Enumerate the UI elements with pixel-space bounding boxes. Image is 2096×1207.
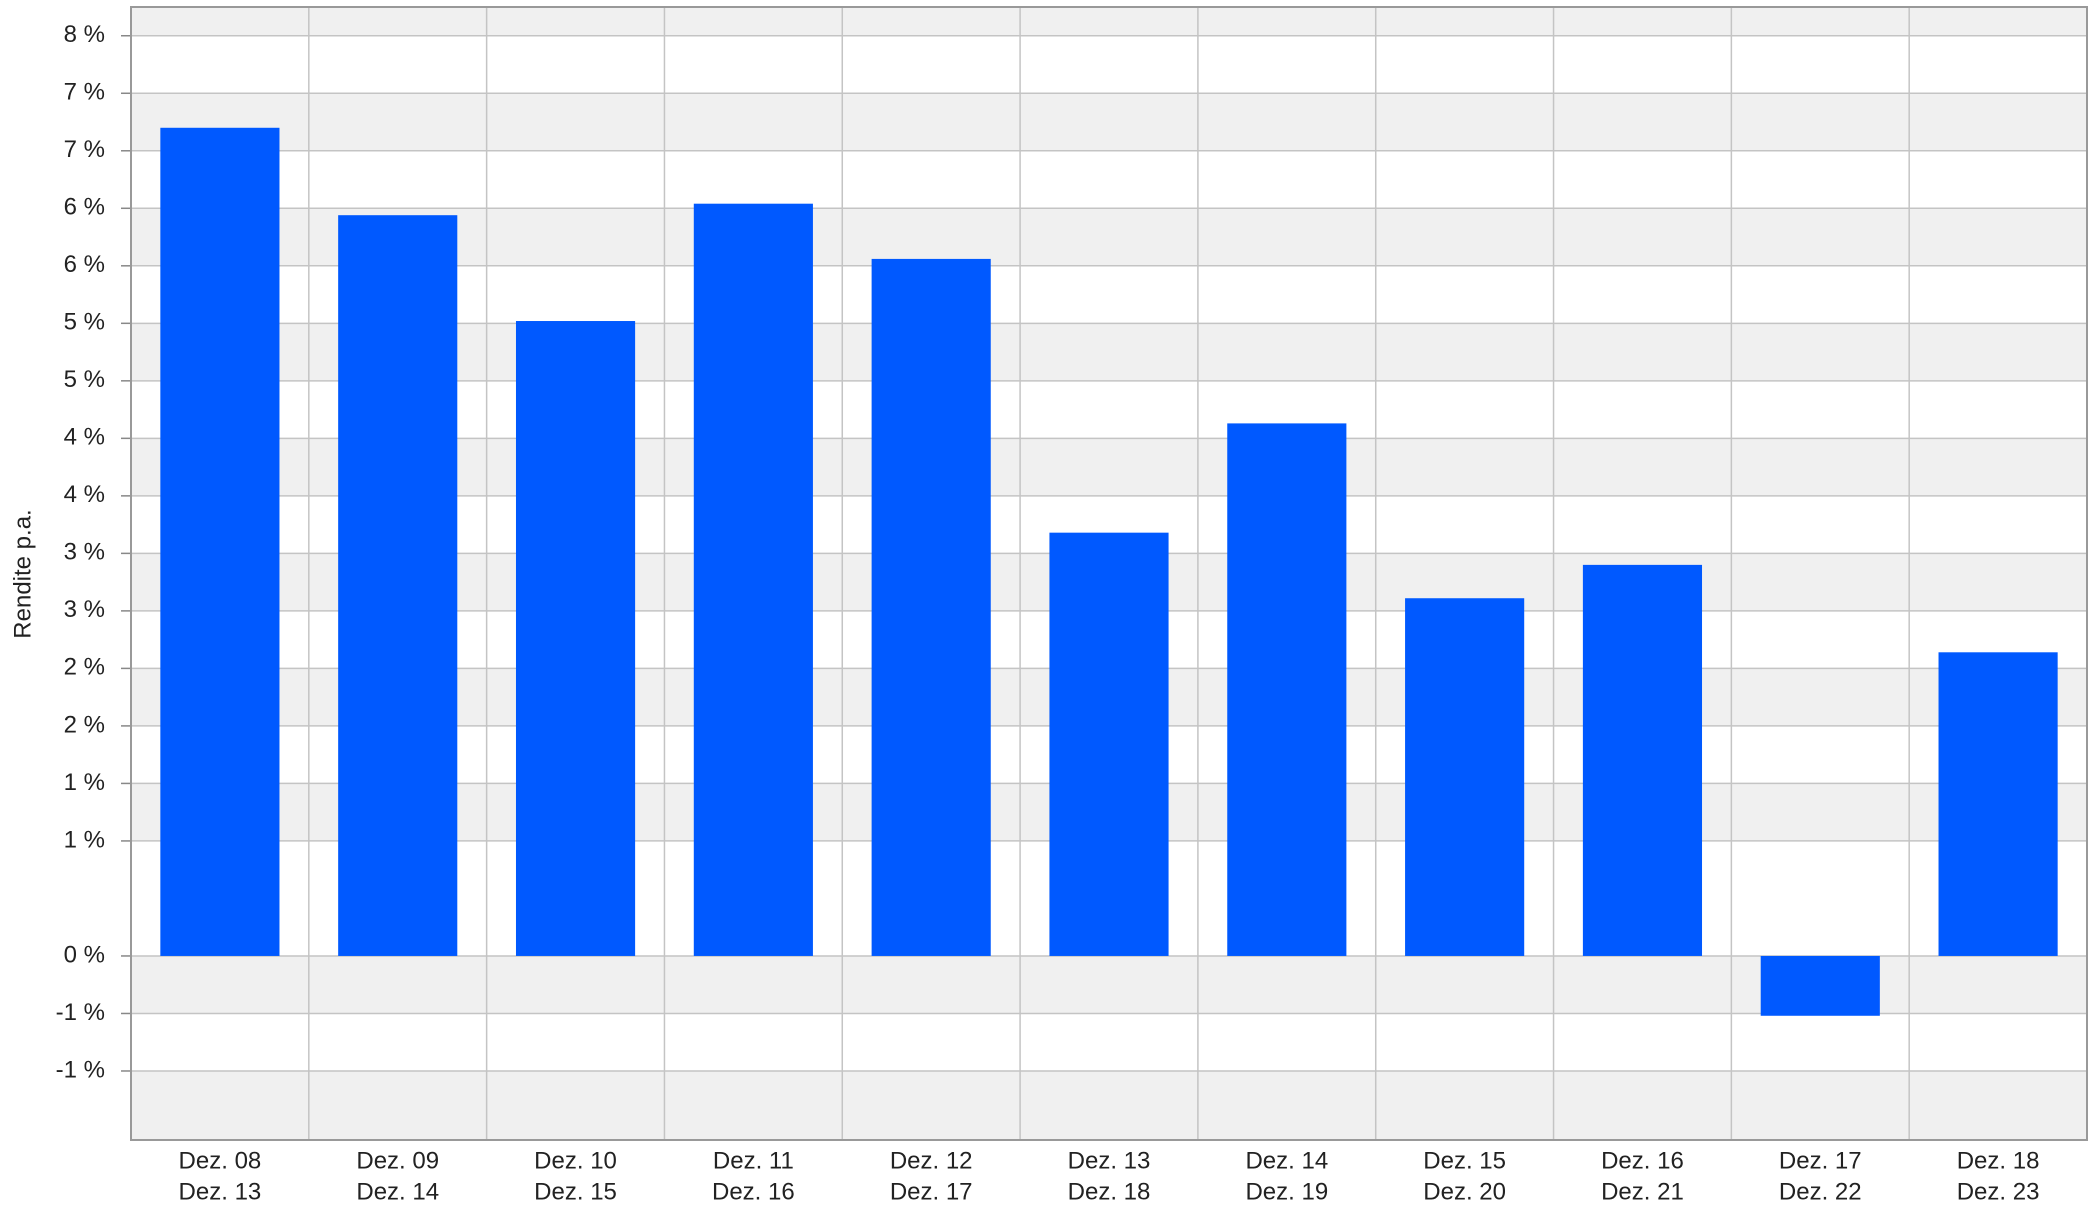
x-tick-label: Dez. 09 <box>356 1147 439 1174</box>
y-tick-label: 0 % <box>64 941 105 968</box>
x-tick-label: Dez. 17 <box>890 1178 973 1205</box>
bar <box>1227 423 1347 956</box>
x-tick-label: Dez. 17 <box>1779 1147 1862 1174</box>
bar <box>1938 652 2058 956</box>
bar <box>1582 564 1703 956</box>
bar <box>1049 532 1169 956</box>
y-axis-label: Rendite p.a. <box>9 509 36 638</box>
x-tick-label: Dez. 12 <box>890 1147 973 1174</box>
y-tick-label: -1 % <box>56 999 105 1026</box>
background-band <box>131 1013 2087 1071</box>
y-tick-label: 6 % <box>64 194 105 221</box>
x-tick-label: Dez. 13 <box>1068 1147 1151 1174</box>
x-tick-label: Dez. 10 <box>534 1147 617 1174</box>
background-band <box>131 1070 2087 1140</box>
x-tick-label: Dez. 18 <box>1068 1178 1151 1205</box>
y-tick-label: 7 % <box>64 79 105 106</box>
y-tick-label: 1 % <box>64 769 105 796</box>
background-band <box>131 7 2087 36</box>
x-tick-label: Dez. 16 <box>1601 1147 1684 1174</box>
bar <box>693 203 813 956</box>
y-tick-label: 3 % <box>64 596 105 623</box>
y-tick-label: 5 % <box>64 309 105 336</box>
x-tick-label: Dez. 15 <box>534 1178 617 1205</box>
y-tick-label: 4 % <box>64 424 105 451</box>
background-band <box>131 150 2087 209</box>
bar <box>871 258 991 956</box>
background-band <box>131 35 2087 94</box>
y-tick-label: 8 % <box>64 21 105 48</box>
y-tick-label: 6 % <box>64 251 105 278</box>
x-tick-label: Dez. 18 <box>1957 1147 2040 1174</box>
x-tick-label: Dez. 23 <box>1957 1178 2040 1205</box>
x-tick-label: Dez. 14 <box>1245 1147 1328 1174</box>
x-tick-label: Dez. 20 <box>1423 1178 1506 1205</box>
background-band <box>131 93 2087 151</box>
y-tick-label: 5 % <box>64 366 105 393</box>
x-tick-label: Dez. 15 <box>1423 1147 1506 1174</box>
y-tick-label: -1 % <box>56 1056 105 1083</box>
y-tick-label: 3 % <box>64 539 105 566</box>
x-tick-label: Dez. 11 <box>713 1147 794 1174</box>
x-tick-label: Dez. 19 <box>1245 1178 1328 1205</box>
y-tick-label: 2 % <box>64 654 105 681</box>
y-tick-label: 2 % <box>64 711 105 738</box>
plot-frame <box>130 6 2088 1141</box>
bar <box>1405 598 1525 956</box>
y-tick-label: 4 % <box>64 481 105 508</box>
bar <box>338 215 458 956</box>
x-tick-label: Dez. 22 <box>1779 1178 1862 1205</box>
x-tick-label: Dez. 13 <box>179 1178 262 1205</box>
x-tick-label: Dez. 16 <box>712 1178 795 1205</box>
y-tick-label: 7 % <box>64 136 105 163</box>
bar <box>1760 955 1880 1016</box>
x-tick-label: Dez. 08 <box>179 1147 262 1174</box>
bar <box>160 127 280 956</box>
y-tick-label: 1 % <box>64 826 105 853</box>
bar <box>515 321 636 956</box>
x-tick-label: Dez. 21 <box>1601 1178 1684 1205</box>
x-tick-label: Dez. 14 <box>356 1178 439 1205</box>
